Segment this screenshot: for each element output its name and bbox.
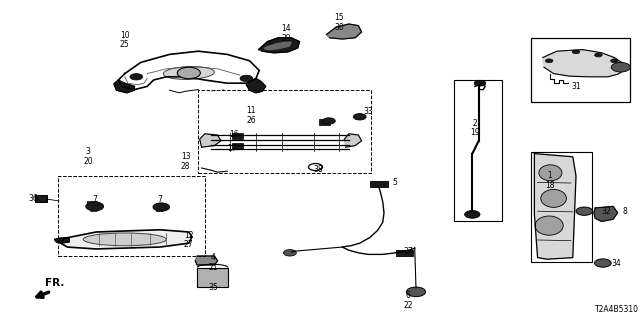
Text: 14
29: 14 29 [282, 24, 291, 43]
Circle shape [545, 59, 553, 63]
Circle shape [323, 118, 335, 124]
Text: 6
22: 6 22 [404, 292, 413, 310]
Circle shape [130, 74, 143, 80]
Bar [58, 176, 205, 256]
Ellipse shape [541, 189, 566, 207]
Text: FR.: FR. [45, 278, 64, 288]
Circle shape [595, 259, 611, 267]
Circle shape [465, 211, 480, 218]
Polygon shape [200, 134, 221, 147]
Bar [197, 268, 228, 287]
Text: 15
30: 15 30 [334, 13, 344, 32]
Bar [531, 38, 630, 102]
Text: 7
23: 7 23 [90, 196, 100, 214]
Bar [87, 201, 97, 206]
Bar [531, 152, 592, 262]
Text: 13
28: 13 28 [180, 152, 191, 171]
Circle shape [284, 250, 296, 256]
Circle shape [353, 114, 366, 120]
Bar [198, 90, 371, 173]
Circle shape [153, 203, 170, 211]
Bar [370, 181, 388, 187]
Polygon shape [246, 78, 266, 93]
Polygon shape [259, 38, 300, 53]
Text: 11
26: 11 26 [246, 106, 256, 124]
Text: 38: 38 [314, 165, 323, 174]
Polygon shape [54, 238, 69, 243]
Polygon shape [326, 24, 362, 39]
Text: 4
21: 4 21 [209, 253, 218, 272]
Text: 3
20: 3 20 [83, 148, 93, 166]
Ellipse shape [535, 216, 563, 235]
Circle shape [406, 287, 426, 297]
Bar [454, 80, 502, 221]
Polygon shape [534, 154, 576, 259]
Circle shape [611, 59, 618, 63]
Polygon shape [594, 206, 618, 221]
Text: 2
19: 2 19 [470, 119, 480, 137]
Text: 17: 17 [227, 144, 237, 153]
Text: 32: 32 [602, 207, 611, 216]
Polygon shape [264, 42, 291, 50]
Ellipse shape [83, 233, 166, 246]
Text: 8: 8 [622, 207, 627, 216]
Circle shape [611, 62, 630, 72]
Text: 37: 37 [403, 247, 413, 256]
Circle shape [474, 80, 486, 86]
Circle shape [595, 53, 602, 57]
Text: 35: 35 [208, 284, 218, 292]
Text: 34: 34 [611, 260, 621, 268]
Polygon shape [61, 230, 192, 249]
Circle shape [572, 50, 580, 54]
Bar [35, 195, 47, 202]
Polygon shape [344, 134, 362, 147]
Circle shape [240, 75, 253, 82]
Text: T2A4B5310: T2A4B5310 [595, 305, 639, 314]
Ellipse shape [163, 67, 214, 79]
Bar [396, 250, 413, 256]
Text: 7
23: 7 23 [155, 196, 165, 214]
Text: 16: 16 [229, 130, 239, 139]
Bar [232, 143, 243, 149]
Bar [232, 133, 243, 139]
Ellipse shape [539, 165, 562, 181]
Text: 1
18: 1 18 [545, 172, 555, 190]
Text: 33: 33 [364, 108, 373, 116]
Text: 31: 31 [571, 82, 581, 91]
Polygon shape [543, 50, 624, 77]
Text: 5: 5 [392, 178, 397, 187]
Polygon shape [195, 256, 218, 265]
Bar [319, 119, 330, 125]
Text: 36: 36 [28, 194, 38, 203]
Circle shape [86, 202, 104, 211]
Circle shape [576, 207, 593, 215]
Polygon shape [114, 80, 134, 93]
Circle shape [177, 67, 200, 79]
Text: 10
25: 10 25 [120, 31, 130, 49]
Text: 12
27: 12 27 [184, 231, 194, 249]
